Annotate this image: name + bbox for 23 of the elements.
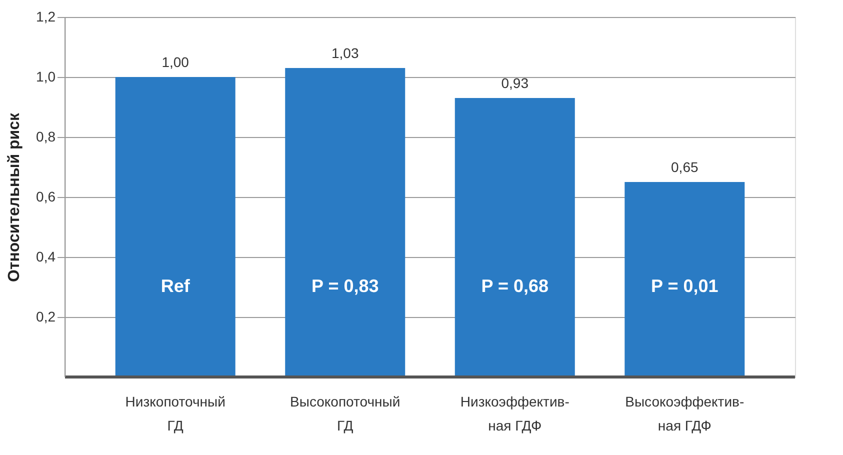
data-label: 0,65 <box>671 159 698 175</box>
y-axis-title: Относительный риск <box>6 112 24 282</box>
bar <box>115 77 236 377</box>
y-tick-label: 0,2 <box>36 308 56 324</box>
y-tick-label: 1,2 <box>36 8 56 24</box>
annotation: P = 0,68 <box>481 276 548 296</box>
y-tick-label: 0,6 <box>36 188 56 204</box>
annotation: P = 0,01 <box>651 276 718 296</box>
x-tick-label: Высокопоточный ГД <box>290 394 400 434</box>
annotation: P = 0,83 <box>312 276 379 296</box>
bar <box>285 68 406 377</box>
bar <box>454 98 575 377</box>
y-tick-label: 0,4 <box>36 248 56 264</box>
data-label: 0,93 <box>501 75 529 91</box>
data-label: 1,03 <box>331 45 359 61</box>
x-tick-label: Высокоэффектив- ная ГДФ <box>625 394 744 434</box>
y-tick-label: 0,8 <box>36 128 56 144</box>
y-tick-label: 1,0 <box>36 68 56 84</box>
x-tick-label: Низкоэффектив- ная ГДФ <box>460 394 570 434</box>
x-tick-label: Низкопоточный ГД <box>125 394 226 434</box>
annotation: Ref <box>160 276 191 296</box>
bar <box>624 182 745 377</box>
data-label: 1,00 <box>162 54 190 70</box>
